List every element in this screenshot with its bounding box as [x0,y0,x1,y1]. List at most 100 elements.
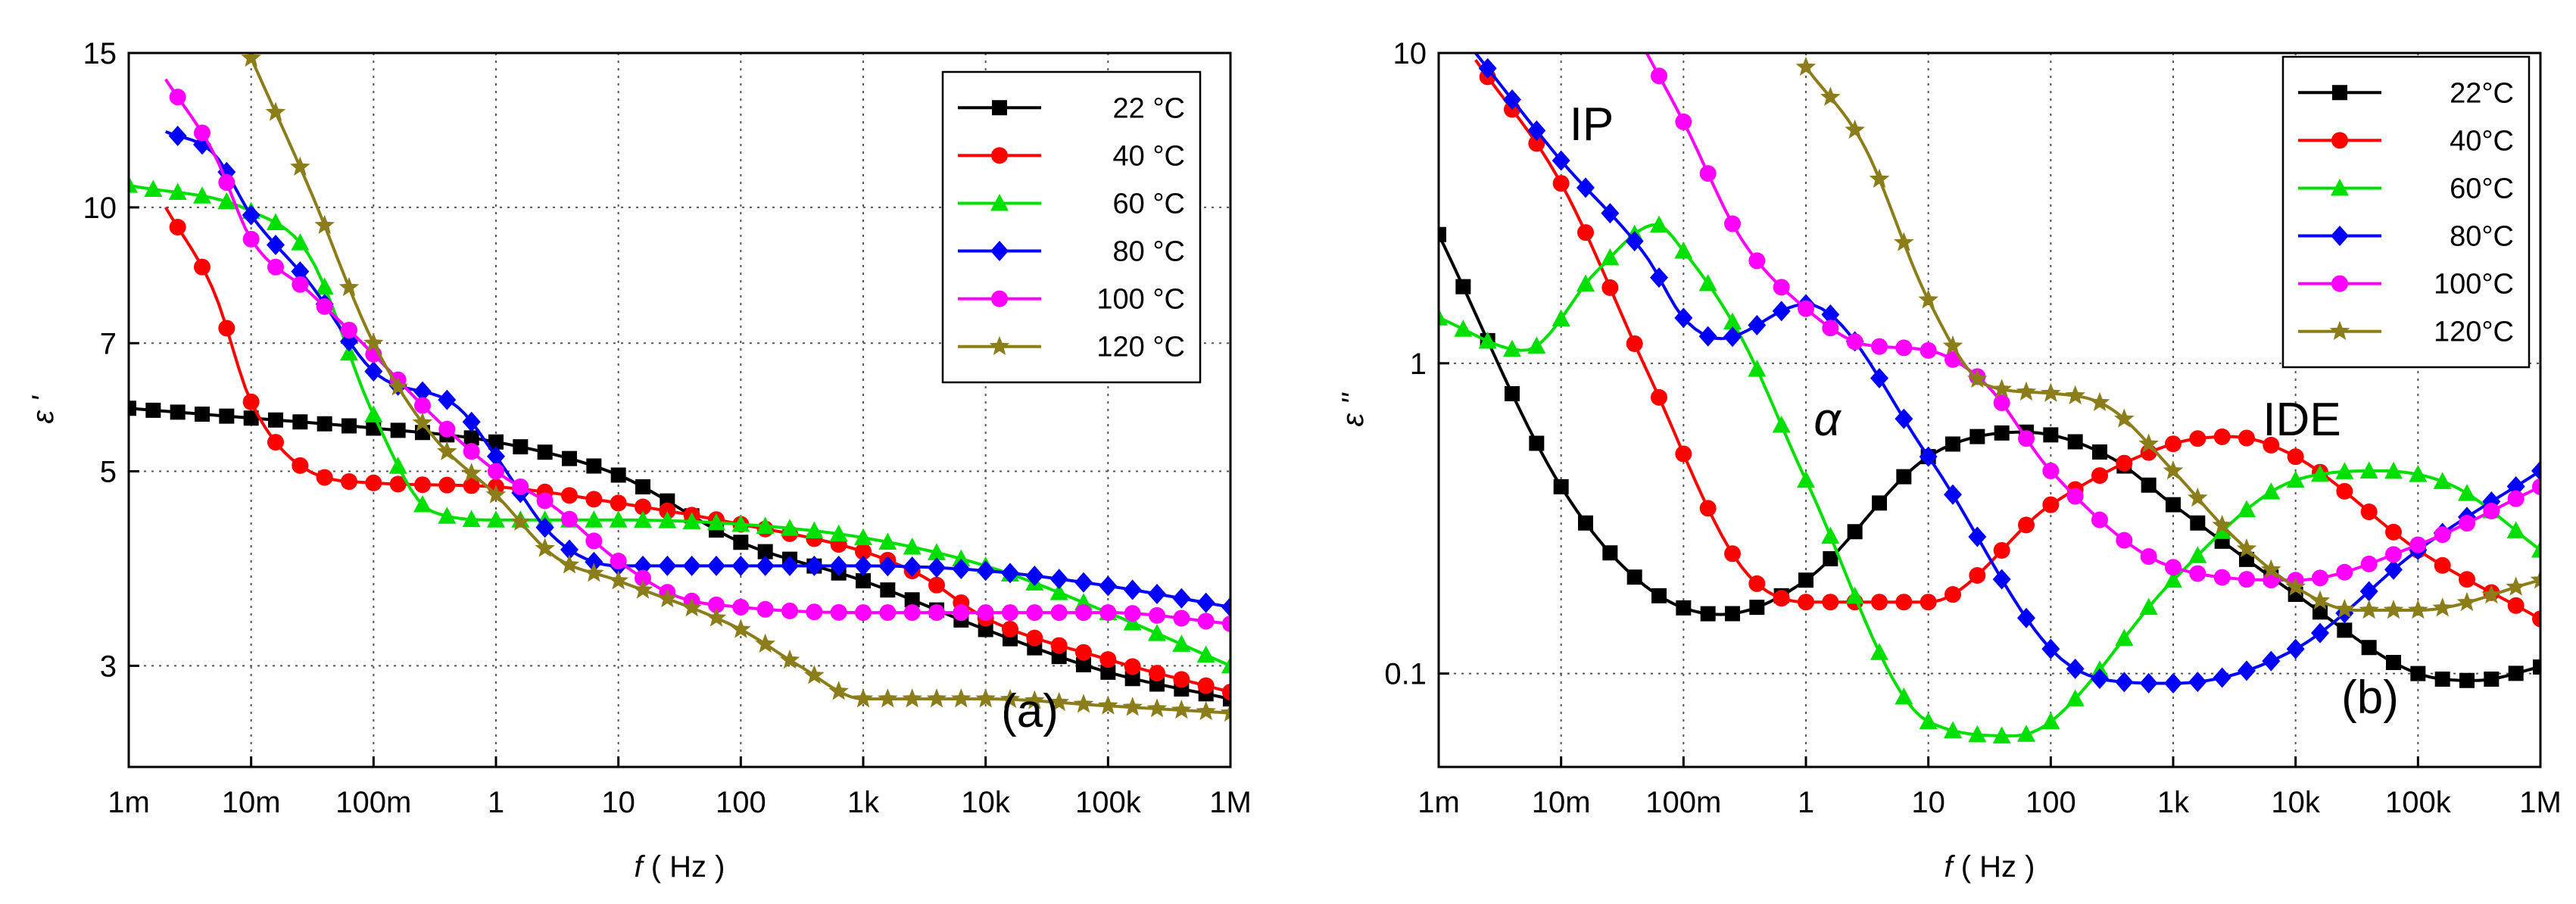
data-point-40-c [1651,388,1667,406]
data-point-40-c [1197,677,1215,694]
x-tick-label: 10 [601,786,635,819]
data-point-60-c [707,513,725,531]
legend: 22 °C 40 °C 60 °C 80 °C 100 °C 120 °C [941,70,1202,384]
data-point-120-c [951,688,971,708]
data-point-100-c [1099,604,1117,622]
data-point-80-c [682,555,701,576]
x-tick-label: 1 [1798,786,1814,819]
legend-item-60-c: 60 °C [958,188,1185,220]
data-point-22-c [1455,279,1471,295]
data-point-120-c [363,332,384,352]
data-point-80-c [2115,672,2134,693]
legend-item-40-c: 40 °C [958,140,1185,172]
data-point-80-c [2531,460,2540,482]
data-point-120-c [2506,576,2526,596]
data-point-120-c [1869,168,1890,188]
data-point-40-c [1528,135,1545,152]
data-point-60-c [217,192,236,210]
data-point-80-c [1025,566,1044,587]
data-point-40-c [2213,428,2231,445]
x-tick-label: 10k [961,786,1010,819]
data-point-40-c [855,543,872,560]
data-point-40-c [928,576,945,594]
data-point-40-c [1050,637,1068,654]
data-point-22-c [195,406,210,422]
data-point-60-c [129,176,138,193]
data-point-100-c [1173,609,1190,627]
data-point-60-c [1196,645,1215,663]
data-point-40-c [1601,279,1619,296]
data-point-60-c [952,549,971,567]
x-tick-label: 10k [2271,786,2320,819]
data-point-60-c [1748,360,1767,377]
legend-label: 80 °C [1113,236,1185,268]
data-point-60-c [1797,470,1815,488]
annotation-ide: IDE [2263,394,2341,446]
data-point-80-c [2213,667,2231,688]
legend-marker [989,335,1010,355]
data-point-80-c [1172,588,1191,609]
data-point-80-c [1601,203,1620,224]
data-point-80-c [413,381,432,402]
data-point-60-c [928,543,946,560]
data-point-40-c [1895,594,1913,611]
data-point-120-c [853,688,874,708]
data-point-120-c [681,597,702,617]
data-point-22-c [2361,640,2377,656]
series-line-60-c [1439,223,2540,737]
panel-label: (a) [1001,685,1059,737]
data-point-40-c [1798,594,1814,611]
data-point-40-c [1075,644,1092,661]
data-point-22-c [317,416,332,432]
data-point-80-c [2506,475,2525,497]
panel-b: 1m 10m 100m 1 10 100 1k 10k 100k 1M 0.1 1 10 f ( Hz )… [1336,37,2562,884]
data-point-100-c [242,230,260,248]
data-point-80-c [2164,673,2182,694]
data-point-120-c [1220,702,1230,722]
data-point-60-c [2359,461,2378,478]
y-axis-label: ε ' [27,395,60,424]
legend-label: 60°C [2450,173,2514,204]
data-point-100-c [1651,67,1667,85]
data-point-22-c [1798,572,1813,588]
data-point-80-c [1576,177,1595,198]
series-100-c [1645,53,2540,589]
data-point-40-c [610,494,627,512]
x-axis-label-unit: ( Hz ) [1953,850,2035,884]
data-point-100-c [267,258,284,276]
data-point-120-c [2041,382,2061,402]
data-point-80-c [2359,581,2378,602]
data-point-22-c [978,622,993,637]
data-point-100-c [1699,165,1717,182]
data-point-120-c [2114,408,2135,428]
data-point-120-c [608,570,628,590]
data-point-40-c [1026,629,1043,647]
data-point-40-c [1173,671,1190,688]
x-tick-label: 1 [488,786,504,819]
data-point-60-c [2531,541,2540,558]
data-point-60-c [1454,320,1473,337]
data-point-120-c [1967,368,1988,388]
data-point-40-c [561,487,578,504]
data-point-22-c [2337,622,2353,638]
data-point-100-c [438,420,456,438]
data-point-80-c [829,555,848,576]
data-point-100-c [2483,503,2500,520]
x-tick-label: 100m [1645,786,1721,819]
data-point-60-c [1576,274,1595,292]
data-point-100-c [830,603,847,621]
data-point-22-c [292,414,308,430]
data-point-40-c [267,434,284,451]
data-point-22-c [2166,497,2181,513]
data-point-80-c [364,361,383,382]
data-point-60-c [2335,462,2354,479]
data-point-60-c [144,179,163,198]
data-point-80-c [756,555,775,576]
data-point-22-c [2508,666,2524,681]
data-point-100-c [2385,546,2402,563]
data-point-100-c [1075,604,1092,622]
data-point-100-c [1026,604,1043,622]
legend-item-100-c: 100 °C [958,284,1185,316]
data-point-22-c [1823,550,1838,566]
y-tick-label: 1 [1410,348,1427,381]
